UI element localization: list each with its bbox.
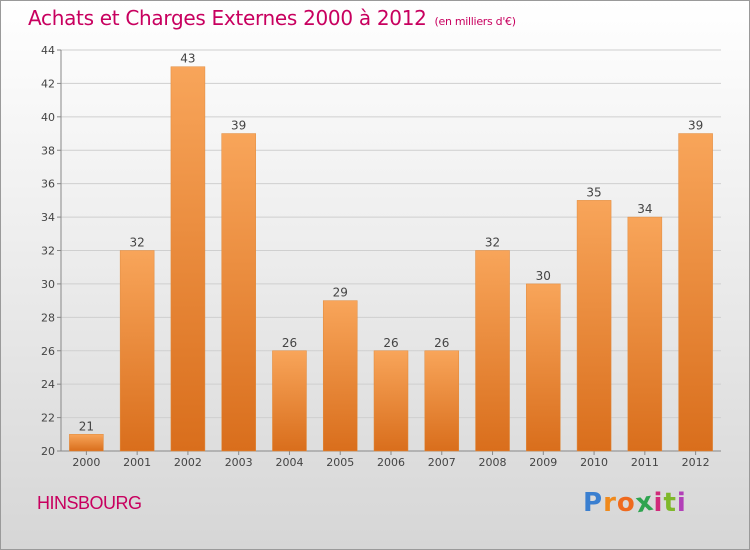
x-tick-label: 2002 [174, 456, 202, 469]
bar [526, 283, 561, 452]
y-tick-label: 24 [41, 378, 55, 391]
bar-value-label: 26 [282, 336, 297, 350]
y-tick-label: 36 [41, 178, 55, 191]
x-tick-label: 2010 [580, 456, 608, 469]
bar-value-label: 35 [586, 185, 601, 199]
bar-value-label: 39 [231, 119, 246, 133]
proxiti-logo: Proxiti [583, 487, 687, 520]
y-tick-label: 42 [41, 77, 55, 90]
y-tick-label: 32 [41, 245, 55, 258]
bar [272, 350, 307, 452]
bar-value-label: 32 [130, 236, 145, 250]
bar [170, 66, 206, 452]
y-tick-label: 28 [41, 311, 55, 324]
bar [119, 250, 155, 452]
y-tick-label: 40 [41, 111, 55, 124]
y-tick-label: 44 [41, 44, 55, 57]
logo-letter: r [603, 488, 617, 518]
bar-value-label: 26 [383, 336, 398, 350]
x-tick-label: 2011 [631, 456, 659, 469]
bar-value-label: 21 [79, 419, 94, 433]
logo-letter: o [616, 488, 636, 518]
bar [69, 434, 104, 452]
bar-value-label: 29 [333, 286, 348, 300]
commune-name: HINSBOURG [37, 493, 142, 513]
x-tick-label: 2001 [123, 456, 151, 469]
y-tick-label: 26 [41, 345, 55, 358]
logo-letter: P [583, 488, 604, 518]
y-tick-label: 30 [41, 278, 55, 291]
bar-value-label: 30 [536, 269, 551, 283]
title-unit: (en milliers d'€) [434, 15, 516, 28]
bar [576, 200, 612, 452]
x-tick-label: 2005 [326, 456, 354, 469]
y-tick-label: 38 [41, 144, 55, 157]
bar [373, 350, 409, 452]
x-tick-label: 2000 [72, 456, 100, 469]
y-tick-label: 22 [41, 412, 55, 425]
bar [627, 216, 663, 452]
x-tick-label: 2006 [377, 456, 405, 469]
x-tick-label: 2009 [529, 456, 557, 469]
logo-letter: i [676, 488, 687, 518]
y-tick-label: 34 [41, 211, 55, 224]
bar-value-label: 34 [637, 202, 652, 216]
logo-letter: i [653, 488, 664, 518]
chart-title: Achats et Charges Externes 2000 à 2012 (e… [28, 6, 516, 30]
bar [424, 350, 460, 452]
logo-letter: t [663, 488, 677, 518]
y-tick-label: 20 [41, 445, 55, 458]
x-tick-label: 2003 [225, 456, 253, 469]
x-tick-label: 2007 [428, 456, 456, 469]
bar [475, 250, 510, 452]
bar [221, 133, 256, 452]
bars [69, 66, 713, 452]
x-tick-label: 2004 [275, 456, 303, 469]
bar-value-label: 26 [434, 336, 449, 350]
x-tick-label: 2012 [682, 456, 710, 469]
x-tick-label: 2008 [479, 456, 507, 469]
bar [678, 133, 713, 452]
bar [322, 300, 358, 452]
labels: 20 22 24 26 28 30 32 34 36 38 40 42 44 21 2000 32 2001 43… [41, 44, 710, 469]
bar-value-label: 39 [688, 119, 703, 133]
title-text: Achats et Charges Externes 2000 à 2012 [28, 6, 427, 30]
bar-value-label: 43 [180, 52, 195, 66]
bar-value-label: 32 [485, 236, 500, 250]
